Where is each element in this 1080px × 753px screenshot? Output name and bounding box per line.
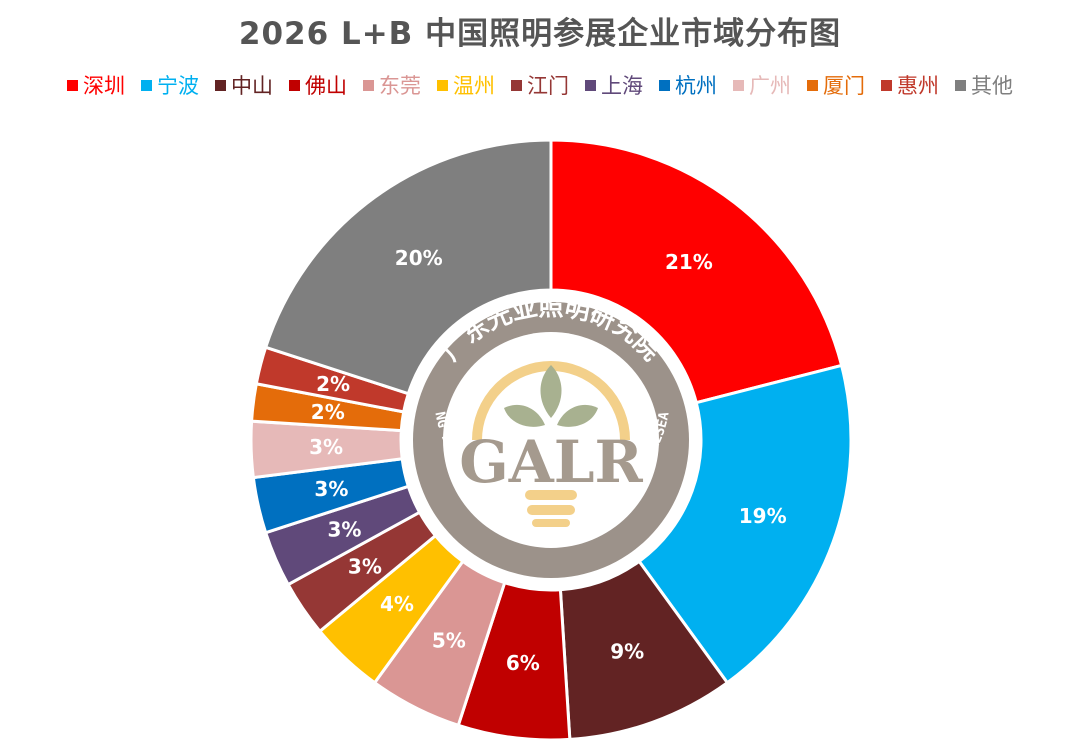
legend-swatch	[881, 79, 892, 91]
data-label: 3%	[314, 477, 348, 501]
legend-item: 惠州	[881, 70, 939, 100]
legend-item: 佛山	[289, 70, 347, 100]
legend: 深圳 宁波 中山 佛山 东莞 温州 江门 上海 杭州 广州 厦门 惠州 其他	[0, 70, 1080, 100]
legend-swatch	[215, 79, 226, 91]
data-label: 3%	[348, 554, 382, 578]
legend-swatch	[659, 79, 670, 91]
legend-label: 江门	[527, 74, 569, 98]
data-label: 2%	[316, 372, 350, 396]
data-label: 19%	[739, 504, 787, 528]
legend-item: 杭州	[659, 70, 717, 100]
data-label: 21%	[665, 250, 713, 274]
bulb-base-2-icon	[527, 505, 575, 515]
bulb-base-1-icon	[525, 490, 577, 500]
legend-item: 江门	[511, 70, 569, 100]
bulb-base-3-icon	[532, 519, 570, 527]
legend-swatch	[585, 79, 596, 91]
legend-swatch	[141, 79, 152, 91]
leaf-right-icon	[557, 404, 598, 427]
legend-item: 厦门	[807, 70, 865, 100]
data-label: 5%	[432, 628, 466, 652]
legend-label: 广州	[749, 74, 791, 98]
data-label: 4%	[380, 592, 414, 616]
legend-item: 宁波	[141, 70, 199, 100]
legend-swatch	[511, 79, 522, 91]
legend-swatch	[67, 79, 78, 91]
legend-label: 东莞	[379, 74, 421, 98]
data-label: 3%	[309, 435, 343, 459]
legend-label: 深圳	[83, 74, 125, 98]
legend-item: 中山	[215, 70, 273, 100]
data-label: 20%	[395, 246, 443, 270]
legend-item: 东莞	[363, 70, 421, 100]
leaf-icon	[540, 365, 562, 418]
legend-item: 深圳	[67, 70, 125, 100]
legend-item: 上海	[585, 70, 643, 100]
legend-label: 其他	[971, 74, 1013, 98]
data-label: 2%	[311, 400, 345, 424]
legend-swatch	[437, 79, 448, 91]
legend-item: 广州	[733, 70, 791, 100]
legend-label: 厦门	[823, 74, 865, 98]
legend-swatch	[289, 79, 300, 91]
legend-label: 上海	[601, 74, 643, 98]
logo-text: GALR	[459, 428, 643, 496]
legend-label: 中山	[231, 74, 273, 98]
legend-label: 宁波	[157, 74, 199, 98]
leaf-left-icon	[504, 404, 545, 427]
legend-label: 温州	[453, 74, 495, 98]
legend-label: 杭州	[675, 74, 717, 98]
legend-swatch	[733, 79, 744, 91]
legend-item: 其他	[955, 70, 1013, 100]
data-label: 3%	[328, 517, 362, 541]
legend-label: 佛山	[305, 74, 347, 98]
legend-label: 惠州	[897, 74, 939, 98]
legend-swatch	[955, 79, 966, 91]
legend-item: 温州	[437, 70, 495, 100]
legend-swatch	[363, 79, 374, 91]
data-label: 9%	[610, 640, 644, 664]
data-label: 6%	[506, 651, 540, 675]
legend-swatch	[807, 79, 818, 91]
chart-title: 2026 L+B 中国照明参展企业市域分布图	[238, 16, 842, 52]
slice-labels: 21% 19% 9% 6% 5% 4% 3% 3% 3% 3% 2% 2% 20%	[309, 246, 787, 675]
